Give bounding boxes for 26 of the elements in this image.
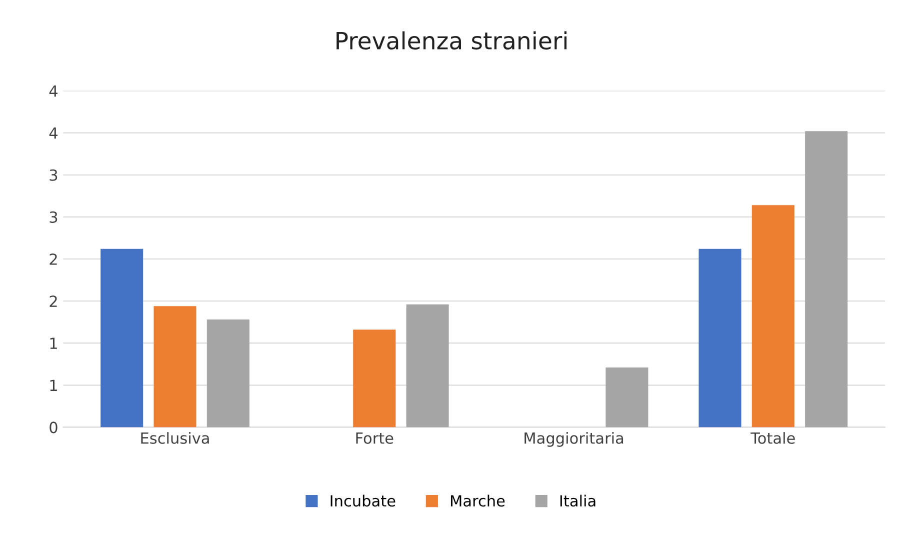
chart-title: Prevalenza stranieri bbox=[336, 31, 567, 50]
bar bbox=[606, 367, 648, 428]
bar bbox=[353, 330, 396, 428]
y-tick-label: 3 bbox=[50, 211, 58, 223]
y-tick-label: 2 bbox=[50, 296, 57, 307]
y-tick-label: 1 bbox=[50, 338, 57, 349]
bar bbox=[406, 304, 449, 428]
legend-label: Incubate bbox=[330, 494, 396, 507]
y-tick-label: 0 bbox=[50, 422, 58, 434]
legend-label: Italia bbox=[560, 494, 596, 507]
x-tick-label: Maggioritaria bbox=[524, 432, 624, 447]
bar bbox=[154, 306, 196, 428]
y-tick-label: 4 bbox=[49, 128, 58, 139]
bar bbox=[805, 131, 848, 428]
y-tick-label: 4 bbox=[49, 85, 58, 97]
y-tick-label: 2 bbox=[50, 253, 57, 265]
bar bbox=[752, 205, 794, 428]
x-tick-label: Esclusiva bbox=[141, 432, 209, 444]
x-tick-label: Totale bbox=[750, 432, 795, 444]
legend-label: Marche bbox=[450, 494, 505, 507]
bar bbox=[206, 320, 250, 428]
bar bbox=[698, 248, 742, 428]
y-tick-label: 3 bbox=[50, 169, 58, 181]
x-tick-label: Forte bbox=[356, 432, 394, 444]
y-tick-label: 1 bbox=[50, 380, 57, 391]
bar bbox=[100, 248, 144, 428]
